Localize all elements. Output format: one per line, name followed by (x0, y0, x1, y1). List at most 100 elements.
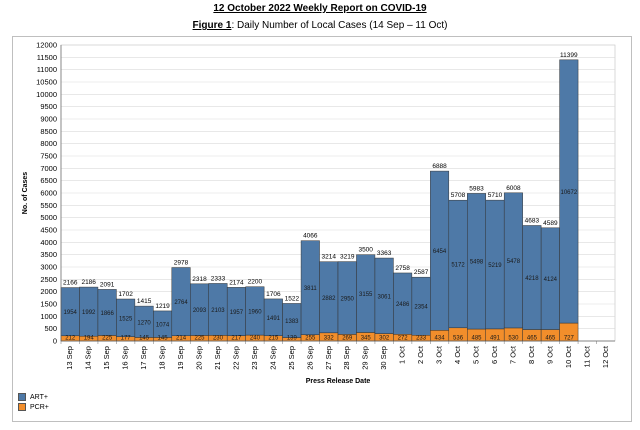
y-tick-label: 6000 (40, 189, 57, 198)
data-label-pcr: 485 (471, 336, 482, 342)
data-label-art: 2354 (414, 305, 428, 311)
data-label-art: 5498 (470, 260, 484, 266)
data-label-art: 1525 (119, 316, 133, 322)
data-label-total: 3219 (340, 254, 355, 261)
data-label-art: 6454 (433, 249, 447, 255)
data-label-pcr: 345 (361, 336, 372, 342)
x-tick-label: 22 Sep (231, 346, 240, 370)
x-tick-label: 17 Sep (139, 346, 148, 370)
y-tick-label: 3000 (40, 263, 57, 272)
y-tick-label: 5500 (40, 201, 57, 210)
data-label-pcr: 212 (65, 336, 76, 342)
data-label-total: 1219 (155, 303, 170, 310)
data-label-total: 2758 (395, 265, 410, 272)
y-tick-label: 9500 (40, 102, 57, 111)
data-label-total: 2587 (414, 269, 429, 276)
data-label-art: 1954 (64, 310, 78, 316)
data-label-art: 10672 (560, 190, 577, 196)
data-label-total: 4683 (525, 217, 540, 224)
bar-art (559, 59, 579, 324)
data-label-art: 2103 (211, 308, 225, 314)
data-label-art: 1866 (100, 311, 114, 317)
data-label-pcr: 217 (231, 336, 242, 342)
data-label-total: 2166 (63, 280, 78, 287)
data-label-art: 5219 (488, 263, 502, 269)
figure-caption-text: : Daily Number of Local Cases (14 Sep – … (231, 20, 448, 31)
data-label-pcr: 145 (139, 336, 150, 342)
x-tick-label: 20 Sep (195, 346, 204, 370)
data-label-art: 1270 (137, 320, 151, 326)
data-label-total: 2333 (211, 275, 226, 282)
data-label-art: 2882 (322, 296, 336, 302)
data-label-total: 2174 (229, 279, 244, 286)
y-tick-label: 7000 (40, 164, 57, 173)
data-label-total: 4589 (543, 220, 558, 227)
y-tick-label: 2500 (40, 275, 57, 284)
data-label-total: 5708 (451, 192, 466, 199)
data-label-pcr: 233 (416, 336, 427, 342)
data-label-total: 5710 (488, 192, 503, 199)
data-label-total: 3500 (358, 247, 373, 254)
stacked-bar-chart: 0 500 1000 1500 2000 2500 3000 3500 4000 4500 5000… (22, 41, 616, 385)
data-label-total: 4066 (303, 233, 318, 240)
data-label-pcr: 434 (435, 336, 446, 342)
x-tick-label: 13 Sep (65, 346, 74, 370)
data-label-total: 1702 (118, 291, 133, 298)
data-label-pcr: 214 (176, 336, 187, 342)
data-label-total: 6008 (506, 185, 521, 192)
x-tick-label: 4 Oct (453, 345, 462, 364)
data-label-pcr: 269 (342, 336, 353, 342)
x-tick-label: 1 Oct (398, 345, 407, 364)
x-tick-label: 25 Sep (287, 346, 296, 370)
data-label-pcr: 465 (545, 336, 556, 342)
data-label-pcr: 177 (121, 336, 132, 342)
data-label-total: 2091 (100, 281, 115, 288)
x-tick-label: 6 Oct (490, 345, 499, 364)
x-tick-label: 10 Oct (564, 345, 573, 368)
data-label-art: 2764 (174, 300, 188, 306)
x-tick-label: 11 Oct (582, 345, 591, 367)
data-label-total: 2978 (174, 260, 189, 267)
data-label-pcr: 332 (324, 336, 335, 342)
chart-frame: 0 500 1000 1500 2000 2500 3000 3500 4000 4500 5000… (12, 36, 632, 422)
data-label-total: 2318 (192, 276, 207, 283)
legend-item-pcr: PCR+ (18, 402, 49, 412)
x-tick-label: 27 Sep (324, 346, 333, 370)
y-tick-label: 1000 (40, 312, 57, 321)
y-axis-title: No. of Cases (22, 172, 29, 215)
x-tick-label: 9 Oct (545, 345, 554, 364)
legend-label-pcr: PCR+ (30, 403, 49, 411)
legend-swatch-art (18, 393, 26, 401)
y-tick-label: 4000 (40, 238, 57, 247)
x-tick-label: 5 Oct (472, 345, 481, 364)
data-label-total: 3214 (322, 254, 337, 261)
y-tick-label: 10500 (36, 78, 57, 87)
data-label-total: 1415 (137, 298, 152, 305)
x-tick-label: 3 Oct (435, 345, 444, 364)
y-tick-label: 2000 (40, 287, 57, 296)
data-label-total: 2200 (248, 279, 263, 286)
figure-label: Figure 1 (192, 20, 232, 31)
data-label-art: 3061 (377, 294, 391, 300)
data-label-pcr: 215 (268, 336, 279, 342)
y-tick-label: 500 (44, 324, 57, 333)
y-tick-label: 3500 (40, 250, 57, 259)
data-label-art: 1074 (156, 323, 170, 329)
data-label-art: 1491 (267, 316, 281, 322)
x-tick-label: 16 Sep (121, 346, 130, 370)
x-tick-label: 21 Sep (213, 346, 222, 370)
y-tick-label: 7500 (40, 152, 57, 161)
y-tick-label: 12000 (36, 41, 57, 50)
data-label-pcr: 240 (250, 336, 261, 342)
legend-label-art: ART+ (30, 393, 48, 401)
data-label-pcr: 194 (84, 336, 95, 342)
data-label-art: 3155 (359, 292, 373, 298)
x-tick-label: 23 Sep (250, 346, 259, 370)
data-label-art: 2093 (193, 308, 207, 314)
x-tick-label: 24 Sep (268, 346, 277, 370)
x-axis-title: Press Release Date (306, 378, 371, 385)
data-label-art: 2950 (341, 296, 355, 302)
y-tick-label: 10000 (36, 90, 57, 99)
x-tick-label: 18 Sep (158, 346, 167, 370)
figure-caption: Figure 1: Daily Number of Local Cases (1… (0, 20, 640, 31)
